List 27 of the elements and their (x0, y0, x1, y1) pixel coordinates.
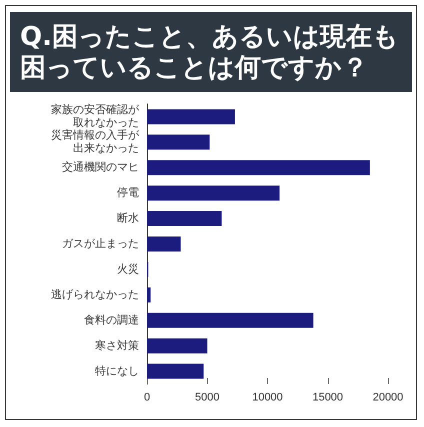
bar (147, 211, 222, 226)
bar (147, 186, 280, 201)
y-tick-label: 火災 (117, 262, 139, 276)
bar (147, 287, 151, 302)
y-tick-label: 寒さ対策 (95, 338, 139, 352)
y-tick-label: 逃げられなかった (51, 288, 139, 301)
bar (147, 338, 208, 354)
x-tick-label: 15000 (312, 392, 344, 404)
bar (147, 236, 181, 252)
x-tick-label: 20000 (372, 392, 404, 404)
chart-title: Q.困ったこと、あるいは現在も困っていることは何ですか？ (10, 12, 412, 92)
y-tick-label: 食料の調達 (84, 313, 139, 326)
y-tick-label: ガスが止まった (62, 237, 139, 250)
bar (147, 160, 370, 176)
y-tick-label: 特になし (95, 365, 139, 378)
bar (147, 134, 210, 150)
y-tick-label: 断水 (117, 212, 139, 225)
y-tick-label: 家族の安否確認が取れなかった (51, 103, 140, 130)
bar (147, 364, 204, 379)
y-tick-label: 停電 (117, 187, 139, 200)
y-tick-label: 交通機関のマヒ (62, 160, 139, 174)
bar (147, 312, 314, 328)
x-tick-label: 5000 (195, 392, 220, 404)
bar (147, 109, 235, 124)
x-tick-label: 10000 (252, 392, 283, 404)
x-tick-label: 0 (144, 392, 150, 404)
y-tick-label: 災害情報の入手が出来なかった (51, 128, 140, 155)
